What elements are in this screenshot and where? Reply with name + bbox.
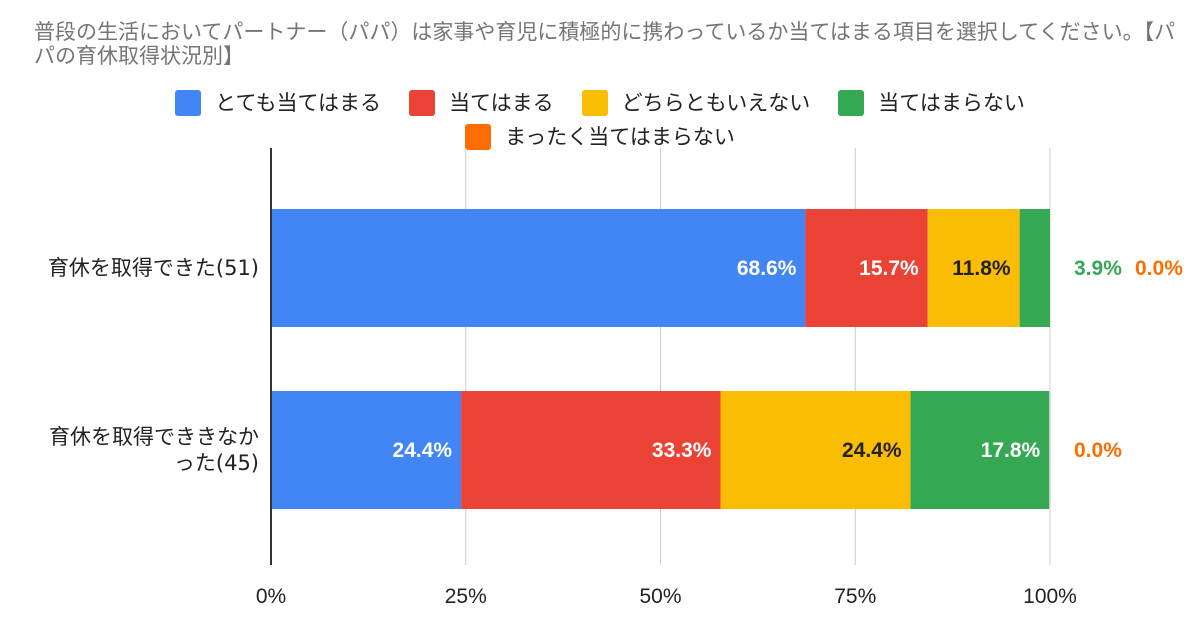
data-label: 15.7% [859, 257, 919, 280]
legend-swatch [838, 90, 865, 116]
legend-item: まったく当てはまらない [465, 124, 735, 150]
data-label-outside: 0.0% [1135, 257, 1183, 280]
x-tick-label: 75% [834, 585, 876, 608]
data-label-outside: 0.0% [1074, 439, 1122, 462]
data-label: 24.4% [393, 439, 453, 462]
legend-swatch [409, 90, 436, 116]
legend-label: まったく当てはまらない [505, 125, 735, 149]
legend-item: 当てはまらない [838, 90, 1025, 116]
legend-label: どちらともいえない [621, 91, 811, 115]
legend-label: 当てはまる [449, 91, 554, 115]
legend-item: とても当てはまる [175, 90, 381, 116]
data-label: 68.6% [737, 257, 797, 280]
bar-segment [1019, 209, 1050, 327]
data-label: 33.3% [652, 439, 712, 462]
legend: とても当てはまる 当てはまる どちらともいえない 当てはまらないまったく当てはまらない [0, 90, 1200, 150]
data-label-outside: 3.9% [1074, 257, 1122, 280]
bar-segment [271, 391, 462, 509]
data-label: 11.8% [952, 257, 1011, 280]
x-tick-label: 25% [445, 585, 487, 608]
data-label: 24.4% [842, 439, 902, 462]
bar-segment [271, 209, 806, 327]
category-label: 育休を取得でききなか [49, 425, 259, 449]
category-label: 育休を取得できた(51) [48, 256, 259, 280]
legend-swatch [465, 124, 492, 150]
x-tick-label: 100% [1023, 585, 1077, 608]
legend-label: 当てはまらない [878, 91, 1025, 115]
data-label: 17.8% [981, 439, 1041, 462]
bar-segment [461, 391, 721, 509]
x-tick-label: 50% [639, 585, 681, 608]
chart-title: 普段の生活においてパートナー（パパ）は家事や育児に積極的に携わっているか当てはま… [34, 20, 1176, 68]
legend-item: どちらともいえない [581, 90, 811, 116]
legend-label: とても当てはまる [215, 91, 382, 115]
legend-item: 当てはまる [409, 90, 554, 116]
legend-swatch [581, 90, 608, 116]
bar-segment [720, 391, 911, 509]
legend-swatch [175, 90, 202, 116]
x-tick-label: 0% [256, 585, 286, 608]
bar-segment [910, 391, 1050, 509]
bar-segment [927, 209, 1020, 327]
bar-segment [805, 209, 928, 327]
category-label: った(45) [174, 451, 259, 475]
